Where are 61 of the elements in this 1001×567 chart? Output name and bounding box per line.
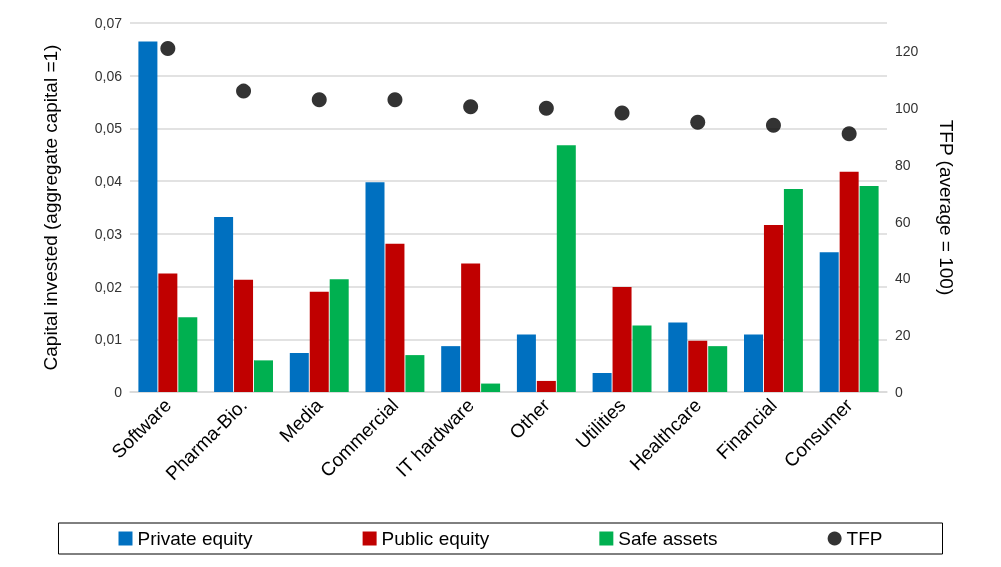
bar (783, 189, 803, 392)
y2-tick-label: 0 (895, 384, 903, 400)
y2-tick-label: 40 (895, 270, 911, 287)
bar (859, 185, 879, 392)
point (463, 99, 479, 115)
y2-tick-label: 120 (895, 43, 919, 60)
bar (592, 373, 612, 392)
point (387, 92, 403, 108)
point (538, 100, 554, 116)
point (765, 117, 781, 133)
bar (839, 171, 859, 392)
legend-label: TFP (846, 528, 883, 549)
y2-tick-label: 80 (895, 156, 911, 173)
y-tick-label: 0,06 (94, 67, 123, 84)
y2-tick-label: 100 (895, 100, 919, 117)
point (160, 41, 176, 57)
bar (138, 41, 158, 392)
legend-label: Public equity (381, 528, 490, 549)
bar (441, 346, 461, 392)
point (236, 83, 252, 99)
bar (516, 334, 536, 392)
y2-axis-title: TFP (average = 100) (936, 119, 957, 296)
y-tick-label: 0,04 (94, 173, 123, 190)
point (690, 114, 706, 130)
bar (481, 383, 501, 392)
y2-tick-label: 20 (895, 327, 911, 344)
bar (254, 360, 273, 392)
y2-tick-label: 60 (895, 213, 911, 230)
bar (309, 291, 329, 392)
bar (461, 263, 481, 392)
bar (556, 145, 576, 392)
legend-label: Private equity (137, 528, 254, 549)
bar (668, 322, 688, 392)
bar (214, 216, 234, 392)
y-tick-label: 0,05 (94, 120, 123, 137)
bar (632, 325, 652, 392)
bar (688, 340, 708, 392)
bar (158, 273, 178, 392)
bar (178, 317, 198, 392)
bar (763, 224, 783, 392)
y-tick-label: 0,03 (94, 225, 123, 242)
bar (289, 352, 309, 392)
bar (234, 279, 254, 392)
y-tick-label: 0,07 (94, 15, 123, 31)
point (311, 92, 327, 108)
bar (708, 346, 728, 392)
bar (744, 334, 763, 392)
bar (329, 279, 349, 392)
bar (365, 182, 385, 392)
bar (385, 243, 405, 392)
point (841, 126, 857, 142)
y-tick-label: 0 (114, 384, 123, 400)
y-axis-title: Capital invested (aggregate capital =1) (40, 44, 61, 371)
legend-label: Safe assets (618, 528, 718, 549)
y-tick-label: 0,02 (94, 278, 123, 295)
y-tick-label: 0,01 (94, 331, 123, 348)
bar (405, 355, 425, 392)
bar (536, 380, 556, 392)
bar (612, 287, 632, 392)
bar (819, 252, 839, 392)
point (614, 105, 630, 121)
